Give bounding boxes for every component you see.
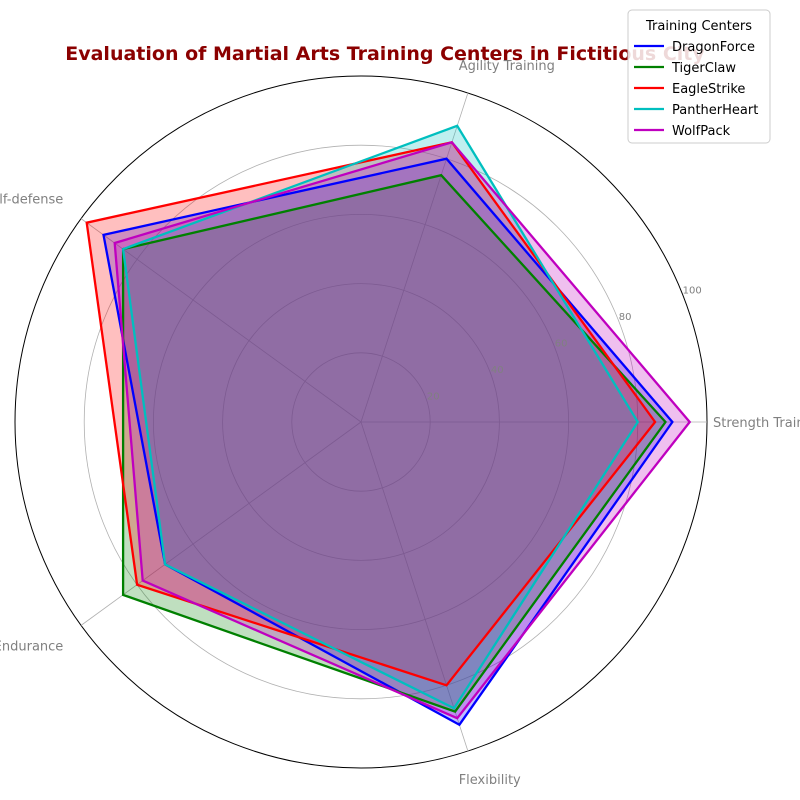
axis-label-3: Endurance (0, 639, 63, 654)
legend-label-wolfpack: WolfPack (672, 124, 731, 139)
legend-title: Training Centers (645, 19, 752, 34)
series-fill-wolfpack (114, 142, 690, 719)
axis-label-0: Strength Training (713, 416, 800, 431)
legend-label-tigerclaw: TigerClaw (671, 61, 736, 76)
series-fill-dragonforce (103, 158, 673, 725)
legend-items: DragonForce TigerClaw EagleStrike PantherHe… (634, 40, 758, 139)
spoke-2 (80, 218, 362, 423)
spoke-1 (360, 92, 469, 423)
axis-labels: Strength Training Agility Training Self-de… (0, 59, 800, 788)
series-line-eaglestrike (85, 141, 657, 687)
series-fill-pantherheart (123, 125, 638, 709)
spoke-4 (360, 421, 469, 752)
axis-label-2: Self-defense (0, 193, 63, 208)
series-fill-tigerclaw (123, 175, 666, 712)
chart-title: Evaluation of Martial Arts Training Cent… (65, 43, 705, 65)
tick-label-40: 40 (491, 365, 504, 376)
spoke-3 (80, 421, 362, 626)
series-fill-eaglestrike (86, 142, 656, 686)
series-line-wolfpack (113, 140, 692, 720)
legend-label-pantherheart: PantherHeart (672, 103, 758, 118)
tick-label-80: 80 (619, 312, 632, 323)
radial-tick-labels: 20 40 60 80 100 (427, 286, 702, 403)
legend-label-eaglestrike: EagleStrike (672, 82, 745, 97)
series-line-dragonforce (102, 157, 674, 727)
series-line-tigerclaw (121, 173, 667, 713)
axis-label-4: Flexibility (459, 773, 521, 788)
axis-label-1: Agility Training (459, 59, 555, 74)
tick-label-20: 20 (427, 392, 440, 403)
legend: Training Centers DragonForce TigerClaw Eag… (627, 9, 771, 144)
series-layer (85, 124, 692, 727)
tick-label-60: 60 (555, 339, 568, 350)
tick-label-100: 100 (683, 286, 702, 297)
legend-label-dragonforce: DragonForce (672, 40, 755, 55)
series-line-pantherheart (121, 124, 640, 710)
